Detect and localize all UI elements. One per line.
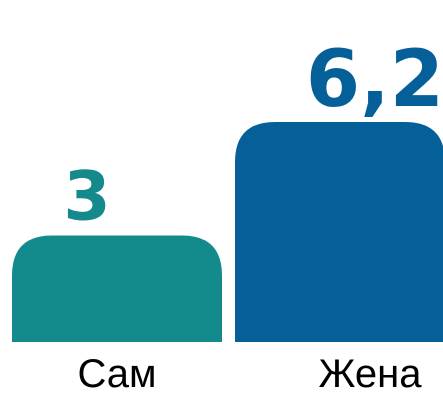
bar-0 bbox=[12, 235, 222, 342]
bar-1 bbox=[235, 122, 443, 342]
bars-group bbox=[12, 122, 443, 342]
category-labels-group: Сам Жена bbox=[77, 352, 422, 393]
category-label-0: Сам bbox=[77, 352, 156, 393]
value-labels-group: 36,2 bbox=[63, 35, 443, 237]
value-label-1: 6,2 bbox=[306, 35, 443, 125]
value-label-0: 3 bbox=[63, 158, 110, 237]
category-label-1: Жена bbox=[318, 352, 422, 393]
